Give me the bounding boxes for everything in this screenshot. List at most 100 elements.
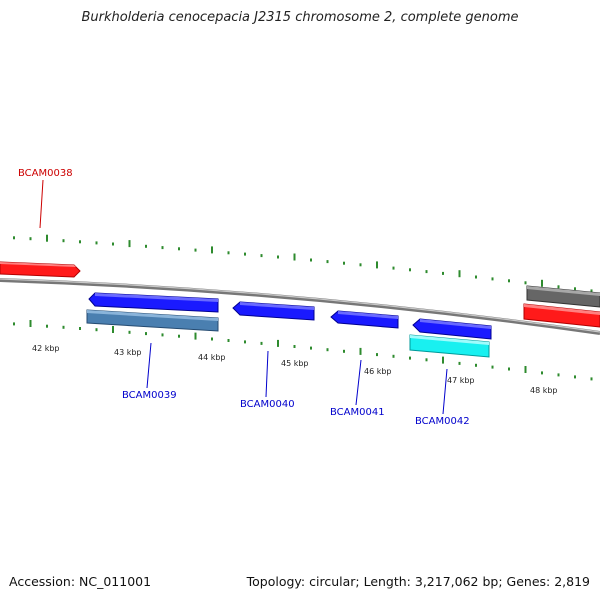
tick-mark [508, 367, 510, 371]
genome-summary-text: Topology: circular; Length: 3,217,062 bp… [246, 574, 590, 589]
inner-tick-track [13, 320, 593, 381]
tick-mark [310, 258, 312, 262]
tick-mark [128, 330, 131, 334]
tick-mark [524, 366, 527, 373]
tick-mark [194, 248, 197, 252]
tick-mark [161, 333, 164, 337]
scale-label-46kbp: 46 kbp [364, 367, 392, 376]
tick-mark [409, 356, 411, 360]
tick-mark [293, 253, 296, 261]
scale-label-42kbp: 42 kbp [32, 344, 60, 353]
leader-line-bcam0040 [265, 350, 269, 398]
genome-backbone [0, 278, 600, 335]
tick-mark [145, 332, 147, 336]
tick-mark [29, 237, 32, 241]
cds-bcam0039-feature[interactable] [86, 309, 219, 332]
tick-mark [95, 241, 98, 245]
tick-mark [491, 365, 494, 369]
gene-bcam0041-feature[interactable] [330, 310, 399, 329]
tick-mark [458, 361, 461, 365]
tick-mark [541, 279, 543, 287]
tick-mark [178, 247, 180, 251]
tick-mark [326, 260, 329, 264]
gene-bcam0040-feature[interactable] [232, 301, 315, 321]
gene-label-bcam0040[interactable]: BCAM0040 [240, 399, 295, 410]
tick-mark [343, 349, 345, 353]
tick-mark [13, 322, 15, 326]
tick-mark [112, 242, 114, 246]
tick-mark [62, 239, 65, 243]
scale-label-43kbp: 43 kbp [114, 348, 142, 357]
tick-mark [277, 255, 279, 259]
tick-mark [392, 266, 395, 270]
gene-label-bcam0041[interactable]: BCAM0041 [330, 407, 385, 418]
tick-mark [260, 341, 263, 345]
tick-mark [409, 268, 411, 272]
tick-mark [359, 347, 362, 355]
tick-mark [557, 285, 560, 289]
tick-mark [95, 328, 98, 332]
tick-mark [475, 363, 477, 367]
tick-mark [590, 289, 593, 293]
tick-mark [161, 246, 164, 250]
accession-text: Accession: NC_011001 [9, 574, 152, 589]
gene-bcam0038-feature[interactable] [0, 261, 81, 278]
tick-mark [293, 345, 296, 348]
tick-mark [343, 261, 345, 265]
scale-label-48kbp: 48 kbp [530, 386, 558, 395]
gene-label-bcam0038[interactable]: BCAM0038 [18, 168, 73, 179]
tick-mark [244, 252, 246, 256]
tick-mark [29, 320, 32, 327]
tick-mark [244, 340, 246, 344]
scale-label-47kbp: 47 kbp [447, 376, 475, 385]
tick-mark [574, 287, 576, 291]
scale-label-44kbp: 44 kbp [198, 353, 226, 362]
tick-mark [310, 346, 312, 350]
tick-mark [227, 339, 230, 342]
tick-mark [46, 324, 48, 328]
leader-line-bcam0041 [355, 359, 362, 406]
tick-mark [178, 334, 180, 338]
tick-mark [260, 254, 263, 258]
tick-mark [475, 275, 477, 279]
tick-mark [508, 279, 510, 283]
leader-line-bcam0042 [442, 368, 448, 415]
tick-mark [359, 263, 362, 267]
tick-mark [442, 271, 444, 275]
outer-tick-track [13, 234, 593, 293]
tick-mark [491, 277, 494, 281]
gray-feature[interactable] [526, 285, 600, 308]
tick-mark [574, 375, 576, 379]
tick-mark [79, 240, 81, 244]
cds-bcam0042-feature[interactable] [409, 334, 490, 358]
tick-mark [376, 261, 378, 269]
tick-mark [211, 337, 213, 341]
tick-mark [392, 354, 395, 358]
tick-mark [277, 339, 279, 347]
tick-mark [128, 240, 131, 248]
tick-mark [590, 377, 593, 381]
genome-backbone-highlight [0, 278, 600, 333]
gene-bcam0042-feature[interactable] [412, 318, 492, 340]
tick-mark [79, 327, 81, 330]
tick-mark [376, 353, 378, 357]
tick-mark [46, 234, 48, 242]
tick-mark [524, 281, 527, 285]
tick-mark [557, 373, 560, 377]
tick-mark [425, 358, 428, 362]
red-feature-right[interactable] [523, 303, 600, 328]
leader-line-bcam0039 [146, 342, 152, 389]
gene-bcam0039-feature[interactable] [88, 292, 219, 313]
tick-mark [227, 251, 230, 255]
gene-label-bcam0042[interactable]: BCAM0042 [415, 416, 470, 427]
leader-line-bcam0038 [39, 179, 44, 229]
tick-mark [458, 270, 461, 278]
tick-mark [145, 244, 147, 248]
tick-mark [326, 348, 329, 352]
map-title: Burkholderia cenocepacia J2315 chromosom… [81, 10, 519, 25]
tick-mark [13, 236, 15, 240]
tick-mark [442, 356, 444, 364]
tick-mark [194, 332, 197, 340]
gene-label-bcam0039[interactable]: BCAM0039 [122, 390, 177, 401]
